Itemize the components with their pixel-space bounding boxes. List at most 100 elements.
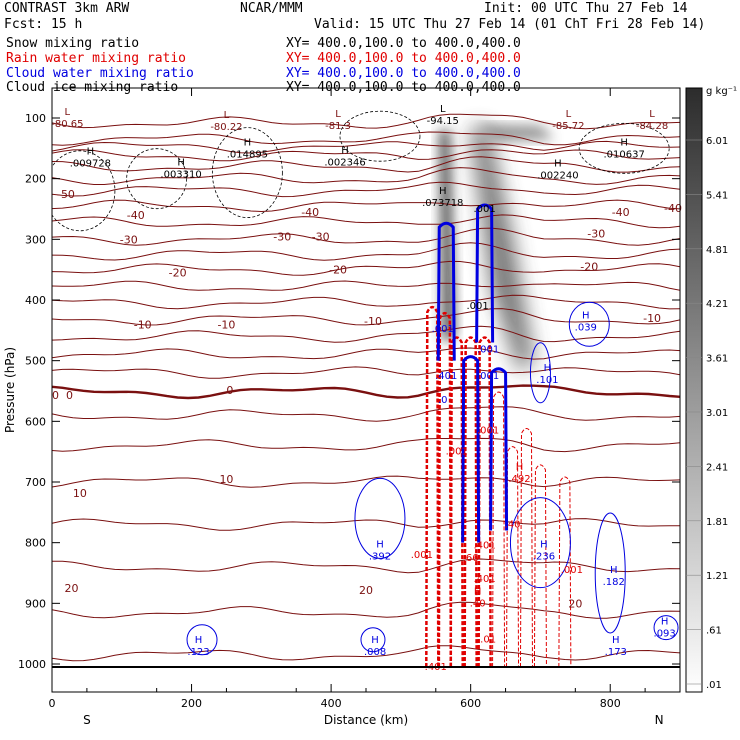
field-rain-xy: XY= 400.0,100.0 to 400.0,400.0 [286,51,521,66]
extremum-value: .0 [438,395,448,406]
extremum-value: .492 [508,474,530,485]
cloud-water-contour [594,512,626,634]
rain-contour [533,464,547,668]
extremum-marker: L [65,107,71,118]
temperature-label: 10 [73,487,87,500]
colorbar [685,87,703,693]
extremum-marker: H [620,137,628,148]
temperature-contour [52,156,680,173]
temperature-contour [52,214,680,229]
extremum-marker: H [177,157,185,168]
extremum-value: .014895 [227,149,268,160]
extremum-value: .001 [467,301,489,312]
extremum-value: -80.22 [210,122,242,133]
temperature-label: -40 [301,206,319,219]
y-tick-label: 600 [25,415,46,428]
extremum-value: -85.72 [552,121,584,132]
snow-anvil [477,124,555,143]
extremum-value: .093 [654,629,676,640]
x-tick-label: 600 [460,697,481,710]
temperature-contour [52,308,680,326]
y-tick-label: 200 [25,173,46,186]
x-axis-label: Distance (km) [324,713,408,727]
temperature-label: -40 [664,202,682,215]
extremum-marker: H [195,635,203,646]
temperature-contour [52,366,680,379]
extremum-value: .123 [187,647,209,658]
rain-contour [558,476,572,668]
extremum-value: .401 [435,371,457,382]
temperature-contour [52,294,680,310]
y-tick-label: 700 [25,476,46,489]
extremum-marker: L [335,109,341,120]
ice-contour [578,122,670,174]
extremum-value: .073718 [422,198,463,209]
temperature-label: 0 [66,389,73,402]
extremum-value: .001 [477,345,499,356]
extremum-marker: H [371,635,379,646]
temperature-label: -50 [57,188,75,201]
x-axis-north-label: N [655,713,664,727]
temperature-label: -20 [580,261,598,274]
extremum-marker: H [244,137,252,148]
temperature-contour [52,227,680,246]
temperature-label: -10 [217,318,235,331]
temperature-contour [52,518,680,531]
rain-contour [437,311,453,668]
extremum-value: .001 [473,204,495,215]
temperature-label: -10 [364,315,382,328]
extremum-marker: L [440,104,446,115]
field-rain-name: Rain water mixing ratio [6,51,187,66]
temperature-contour [52,181,680,198]
extremum-value: .010637 [603,149,644,160]
temperature-label: -20 [169,267,187,280]
temperature-contour [52,280,680,291]
field-snow-name: Snow mixing ratio [6,36,140,51]
colorbar-tick-label: 3.01 [706,408,728,419]
extremum-marker: H [582,310,590,321]
temperature-label: -40 [127,209,145,222]
colorbar-tick-label: 4.21 [706,299,728,310]
rain-contour [492,391,506,668]
extremum-marker: H [439,186,447,197]
field-cloud-name: Cloud water mixing ratio [6,66,194,81]
temperature-label: 20 [65,582,79,595]
extremum-value: .003310 [160,169,201,180]
colorbar-tick-label: 1.81 [706,517,728,528]
colorbar-tick-label: .01 [706,680,722,691]
extremum-value: .001 [446,447,468,458]
model-title: CONTRAST 3km ARW [4,1,130,16]
extremum-marker: H [610,565,618,576]
extremum-value: .008 [364,647,386,658]
extremum-value: .001 [477,425,499,436]
colorbar-tick-label: 3.61 [706,354,728,365]
temperature-contour [52,260,680,276]
cloud-water-core [475,203,495,343]
init-time: Init: 00 UTC Thu 27 Feb 14 [484,1,688,16]
valid-time: Valid: 15 UTC Thu 27 Feb 14 (01 ChT Fri … [314,17,706,32]
temperature-contour [52,149,680,162]
extremum-value: -94.15 [427,116,459,127]
extremum-value: .009728 [70,158,111,169]
temperature-contour [52,558,680,574]
y-tick-label: 900 [25,597,46,610]
extremum-value: .40 [470,598,486,609]
cloud-water-core [436,221,456,361]
temperature-contour [52,645,680,662]
cloud-water-core [489,367,509,531]
x-tick-label: 0 [49,697,56,710]
rain-contour [506,446,520,668]
temperature-contour [52,242,680,261]
temperature-contour [52,199,680,213]
extremum-marker: H [554,159,562,170]
field-snow-xy: XY= 400.0,100.0 to 400.0,400.0 [286,36,521,51]
temperature-contour [52,347,680,360]
agency-label: NCAR/MMM [240,1,303,16]
extremum-marker: H [544,363,552,374]
temperature-contour [52,384,680,400]
x-axis-south-label: S [83,713,91,727]
y-tick-label: 400 [25,294,46,307]
temperature-contour [52,406,680,422]
extremum-value: -80.65 [51,119,83,130]
